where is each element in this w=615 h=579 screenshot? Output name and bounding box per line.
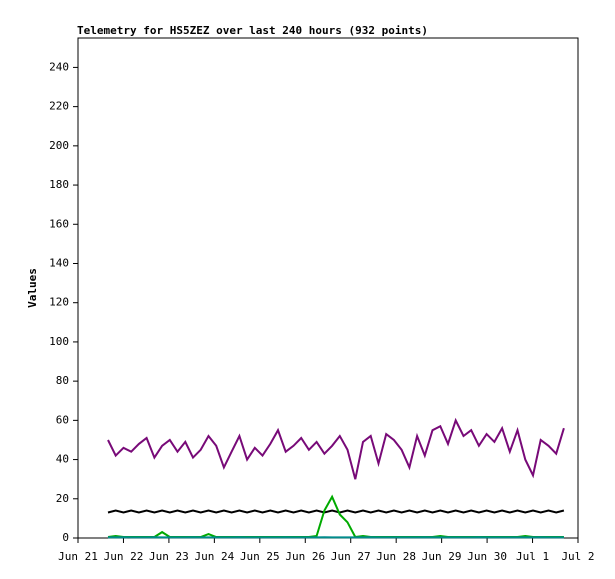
y-tick-label: 80 [56, 374, 69, 387]
x-tick-label: Jun 27 [331, 550, 371, 563]
x-tick-label: Jun 30 [467, 550, 507, 563]
plot-frame [77, 37, 579, 539]
x-tick-label: Jun 21 [58, 550, 98, 563]
y-tick-label: 20 [56, 492, 69, 505]
series-line [107, 509, 565, 514]
chart-title: Telemetry for HS5ZEZ over last 240 hours… [77, 24, 428, 37]
x-tick-label: Jun 22 [104, 550, 144, 563]
y-tick-label: 0 [62, 531, 69, 544]
x-tick-label: Jun 28 [376, 550, 416, 563]
y-tick-label: 180 [49, 178, 69, 191]
x-tick-label: Jun 25 [240, 550, 280, 563]
y-axis-label: Values [26, 268, 39, 308]
y-tick-label: 200 [49, 139, 69, 152]
x-tick-label: Jun 26 [285, 550, 325, 563]
series-line [107, 494, 564, 539]
x-tick-label: Jul 1 [516, 550, 549, 563]
y-tick-label: 60 [56, 413, 69, 426]
x-tick-label: Jun 23 [149, 550, 189, 563]
y-tick-label: 240 [49, 60, 69, 73]
x-tick-label: Jul 2 [561, 550, 594, 563]
y-tick-label: 100 [49, 335, 69, 348]
x-tick-label: Jun 29 [422, 550, 462, 563]
y-tick-label: 120 [49, 296, 69, 309]
y-tick-label: 40 [56, 453, 69, 466]
series-line [107, 417, 565, 480]
x-tick-label: Jun 24 [194, 550, 234, 563]
y-tick-label: 140 [49, 256, 69, 269]
y-tick-label: 220 [49, 100, 69, 113]
y-tick-label: 160 [49, 217, 69, 230]
